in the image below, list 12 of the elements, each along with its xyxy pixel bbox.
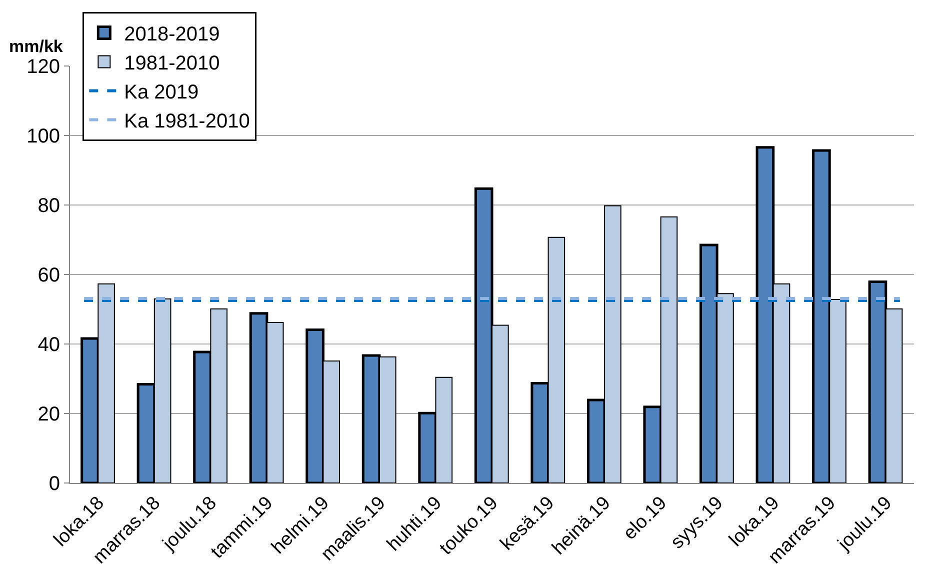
legend-label: 2018-2019 xyxy=(124,24,220,46)
legend-label: Ka 1981-2010 xyxy=(124,110,250,133)
y-tick-label: 100 xyxy=(26,126,60,148)
y-tick-label: 120 xyxy=(26,56,60,78)
legend-label: Ka 2019 xyxy=(124,82,199,104)
legend-label: 1981-2010 xyxy=(124,52,220,75)
y-tick-label: 40 xyxy=(38,334,60,356)
y-tick-label: 80 xyxy=(38,195,60,217)
y-tick-label: 0 xyxy=(48,473,60,495)
y-axis-title: mm/kk xyxy=(9,37,64,56)
y-tick-label: 20 xyxy=(38,404,60,426)
y-tick-label: 60 xyxy=(38,264,60,286)
